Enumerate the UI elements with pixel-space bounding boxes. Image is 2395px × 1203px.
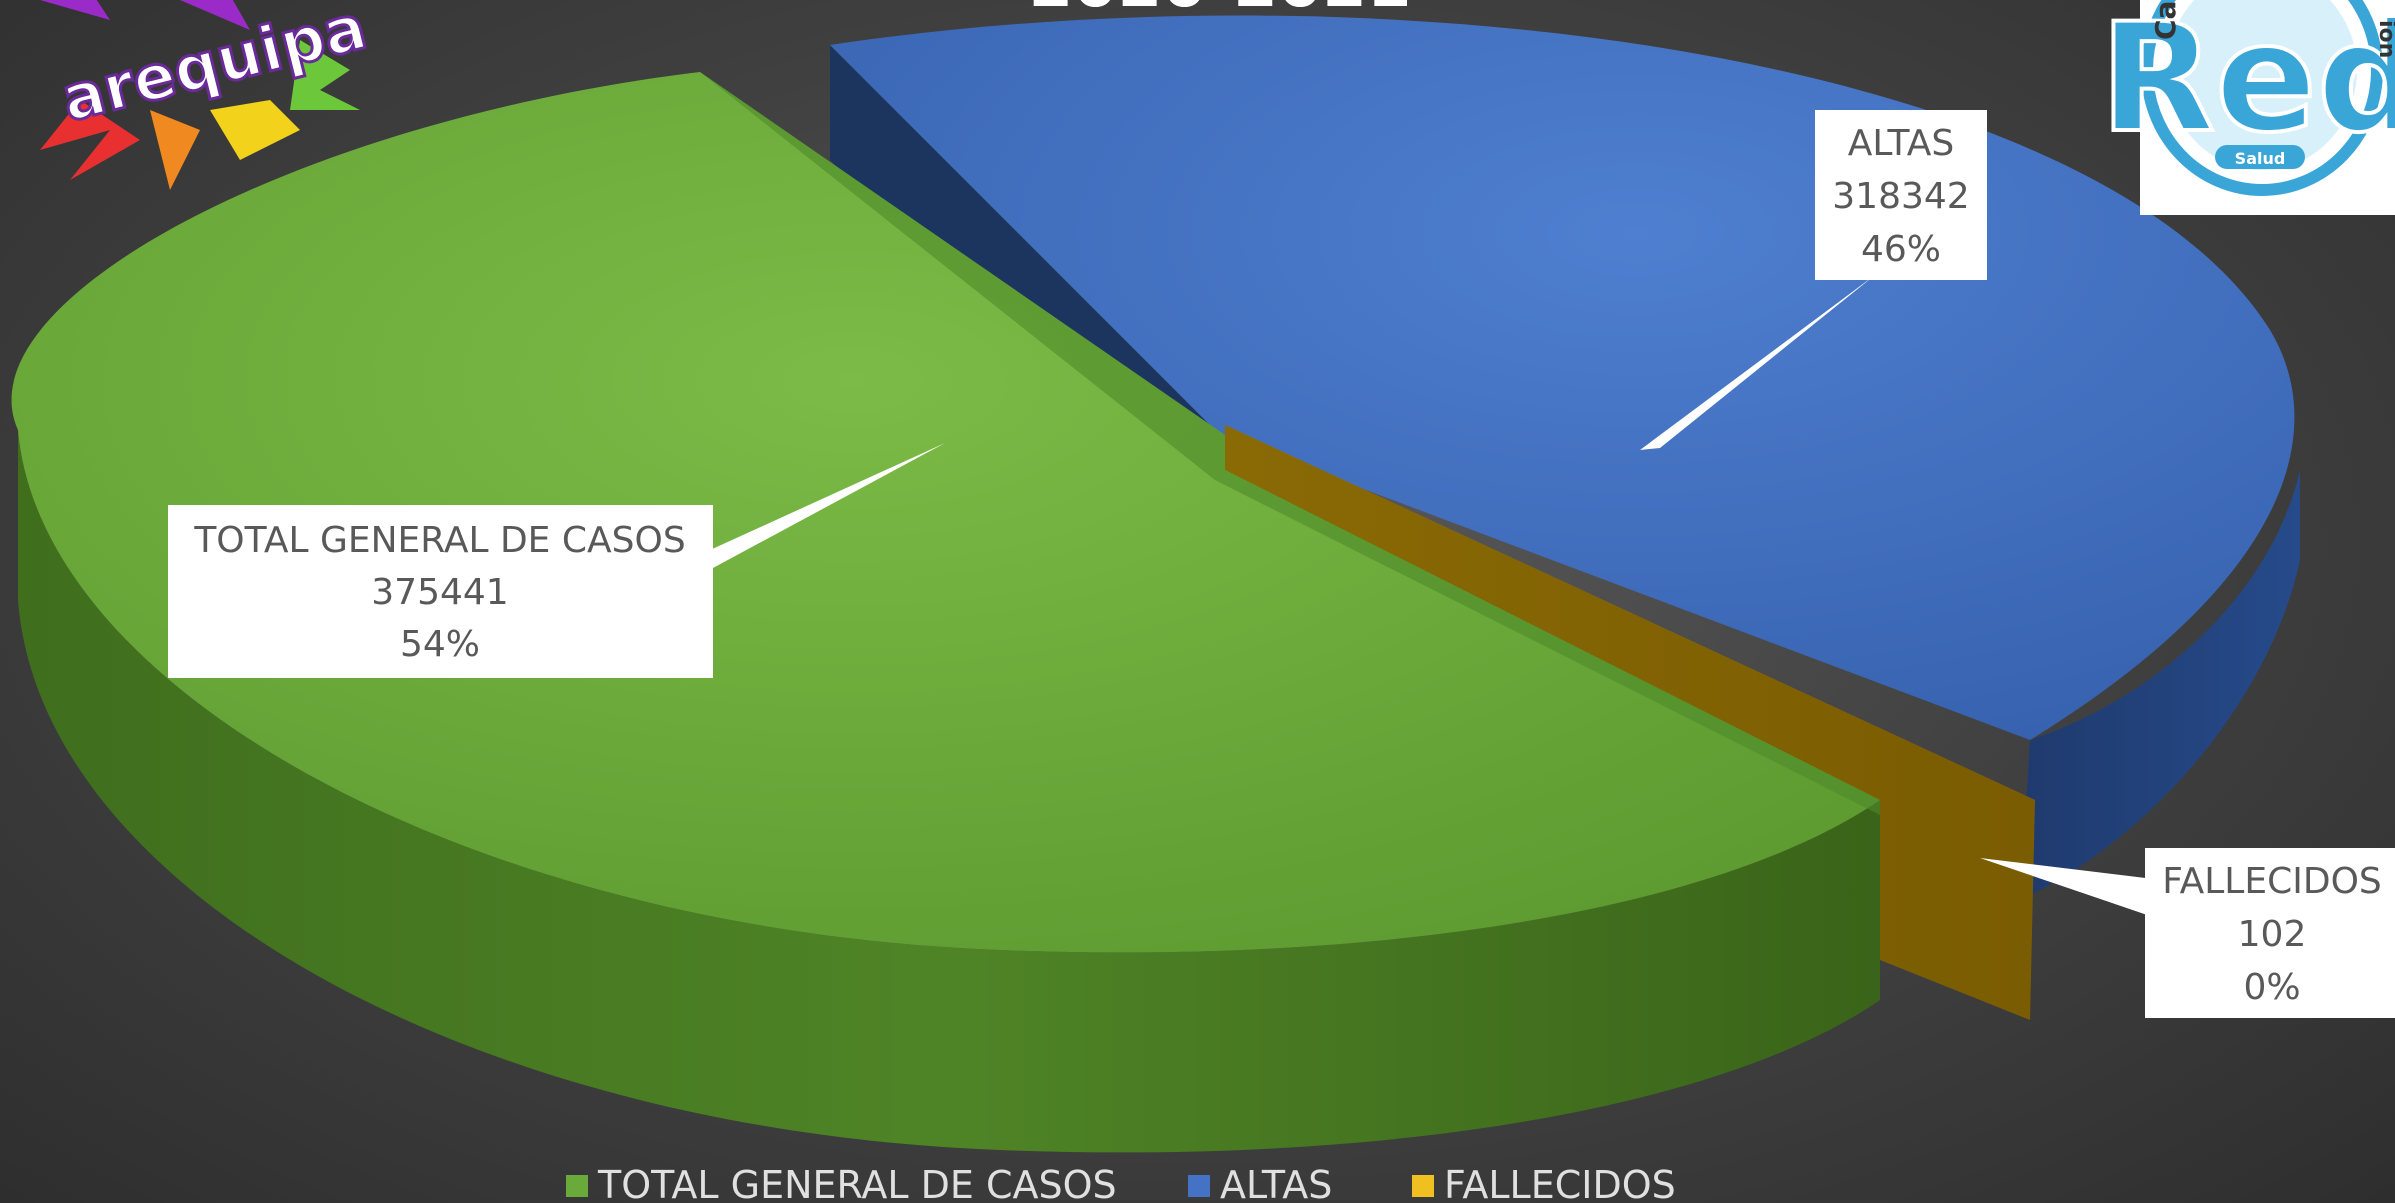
- svg-text:Ca: Ca: [2149, 1, 2182, 40]
- total-label-name: TOTAL GENERAL DE CASOS: [193, 520, 685, 561]
- fallecidos-label-percent: 0%: [2243, 967, 2300, 1008]
- altas-leader-line: [1640, 275, 1875, 450]
- fallecidos-label-name: FALLECIDOS: [2162, 861, 2382, 902]
- legend-label-altas: ALTAS: [1220, 1163, 1332, 1203]
- svg-text:Salud: Salud: [2235, 149, 2286, 168]
- altas-label-value: 318342: [1832, 176, 1969, 217]
- total-leader-line: [700, 443, 945, 575]
- altas-data-label: ALTAS 318342 46%: [1815, 110, 1987, 280]
- svg-text:ion: ion: [2374, 20, 2395, 58]
- red-salud-logo: Red Salud Ca ion: [2098, 0, 2395, 215]
- total-label-value: 375441: [371, 572, 508, 613]
- fallecidos-leader-line: [1980, 858, 2162, 920]
- fallecidos-label-value: 102: [2238, 914, 2307, 955]
- altas-slice-side: [2020, 470, 2300, 900]
- legend-swatch-total: [566, 1175, 588, 1197]
- total-slice: [11, 72, 1880, 953]
- chart-title: 2020-2021: [1029, 0, 1412, 22]
- altas-label-name: ALTAS: [1848, 123, 1954, 164]
- altas-label-percent: 46%: [1861, 229, 1941, 270]
- legend: TOTAL GENERAL DE CASOS ALTAS FALLECIDOS: [566, 1163, 1676, 1203]
- legend-label-total: TOTAL GENERAL DE CASOS: [597, 1163, 1117, 1203]
- legend-swatch-fallecidos: [1412, 1175, 1434, 1197]
- total-label-percent: 54%: [400, 624, 480, 665]
- svg-text:Red: Red: [2100, 0, 2395, 166]
- legend-swatch-altas: [1188, 1175, 1210, 1197]
- total-data-label: TOTAL GENERAL DE CASOS 375441 54%: [168, 505, 713, 678]
- total-slice-side: [18, 430, 1880, 1153]
- legend-label-fallecidos: FALLECIDOS: [1444, 1163, 1676, 1203]
- fallecidos-data-label: FALLECIDOS 102 0%: [2145, 848, 2395, 1018]
- total-slice-inner-edge: [700, 72, 1880, 815]
